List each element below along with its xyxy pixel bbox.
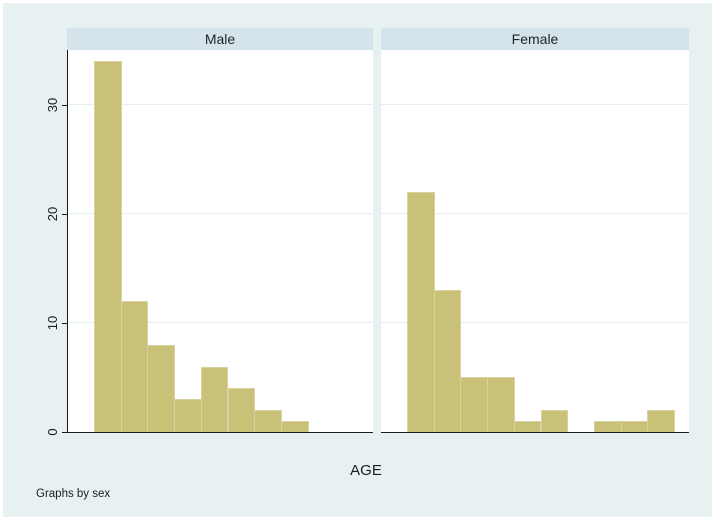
- histogram-bar: [540, 410, 569, 432]
- panel-female: Female 60708090: [381, 28, 689, 433]
- y-tick-mark: [62, 432, 67, 433]
- y-axis: 0 10 20 30: [33, 50, 67, 436]
- histogram-bar: [147, 344, 176, 432]
- y-tick-label: 30: [44, 97, 60, 112]
- histogram-bar: [174, 399, 202, 432]
- y-tick-mark: [62, 213, 67, 215]
- x-tick-mark: [94, 432, 95, 433]
- gridline-y30: [381, 103, 689, 105]
- histogram-bar: [487, 377, 515, 432]
- histogram-bar: [433, 290, 462, 432]
- histogram-bar: [280, 421, 309, 432]
- panel-header-female: Female: [381, 28, 689, 50]
- x-tick-mark: [496, 432, 497, 433]
- histogram-bar: [200, 366, 229, 432]
- histogram-bar: [227, 388, 256, 432]
- panel-header-male: Male: [67, 28, 373, 50]
- y-tick-label: 0: [44, 428, 60, 436]
- histogram-bar: [593, 421, 622, 432]
- panel-male: Male 60708090: [67, 28, 373, 433]
- x-tick-mark: [183, 432, 184, 433]
- x-tick-mark: [361, 432, 362, 433]
- histogram-bar: [120, 301, 149, 432]
- panel-title-female: Female: [511, 31, 559, 47]
- gridline-y10: [68, 321, 373, 323]
- plot-area-male: 60708090: [67, 50, 373, 433]
- histogram-bar: [94, 60, 122, 432]
- histogram-bar: [647, 410, 675, 432]
- histogram-bar: [254, 410, 282, 432]
- histogram-bar: [460, 377, 489, 432]
- panel-title-male: Male: [204, 31, 236, 47]
- y-tick-mark: [62, 322, 67, 324]
- y-tick-label: 10: [44, 315, 60, 331]
- footer-note: Graphs by sex: [36, 488, 111, 500]
- histogram-bar: [407, 191, 435, 432]
- plot-area-female: 60708090: [381, 50, 689, 433]
- gridline-y30: [68, 103, 373, 105]
- x-tick-mark: [407, 432, 408, 433]
- x-tick-mark: [272, 432, 273, 433]
- x-axis-female: 60708090: [381, 432, 689, 433]
- histogram-bar: [513, 421, 542, 432]
- gridline-y10: [381, 321, 689, 323]
- histogram-bar: [620, 421, 649, 432]
- x-axis-title: AGE: [350, 462, 382, 479]
- x-axis-male: 60708090: [68, 432, 373, 433]
- x-tick-mark: [585, 432, 586, 433]
- x-tick-mark: [674, 432, 675, 433]
- gridline-y20: [68, 212, 373, 214]
- graph-canvas: 0 10 20 30 Male 60708090 Female 60708090 AG…: [3, 3, 712, 517]
- gridline-y20: [381, 212, 689, 214]
- y-tick-label: 20: [44, 206, 60, 221]
- y-tick-mark: [62, 104, 67, 106]
